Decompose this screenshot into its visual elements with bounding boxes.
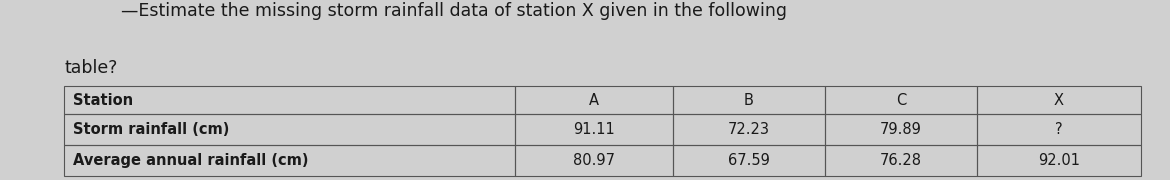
Text: table?: table? xyxy=(64,59,118,77)
Bar xyxy=(673,86,825,114)
Text: 80.97: 80.97 xyxy=(573,153,614,168)
Bar xyxy=(977,114,1141,145)
Bar xyxy=(673,145,825,176)
Text: 72.23: 72.23 xyxy=(728,122,770,137)
Text: ?: ? xyxy=(1055,122,1062,137)
Text: B: B xyxy=(744,93,753,108)
Bar xyxy=(64,145,515,176)
Bar xyxy=(515,86,673,114)
Bar xyxy=(64,86,515,114)
Text: 92.01: 92.01 xyxy=(1038,153,1080,168)
Bar xyxy=(673,114,825,145)
Bar xyxy=(64,114,515,145)
Bar xyxy=(825,114,977,145)
Text: 91.11: 91.11 xyxy=(573,122,614,137)
Bar xyxy=(977,86,1141,114)
Bar xyxy=(977,145,1141,176)
Text: A: A xyxy=(589,93,599,108)
Bar xyxy=(515,114,673,145)
Text: 76.28: 76.28 xyxy=(880,153,922,168)
Text: Station: Station xyxy=(73,93,132,108)
Text: —Estimate the missing storm rainfall data of station X given in the following: —Estimate the missing storm rainfall dat… xyxy=(99,2,787,20)
Text: 79.89: 79.89 xyxy=(880,122,922,137)
Bar xyxy=(515,145,673,176)
Bar xyxy=(825,145,977,176)
Text: Average annual rainfall (cm): Average annual rainfall (cm) xyxy=(73,153,308,168)
Text: X: X xyxy=(1054,93,1064,108)
Bar xyxy=(825,86,977,114)
Text: 67.59: 67.59 xyxy=(728,153,770,168)
Text: Storm rainfall (cm): Storm rainfall (cm) xyxy=(73,122,229,137)
Text: C: C xyxy=(896,93,906,108)
